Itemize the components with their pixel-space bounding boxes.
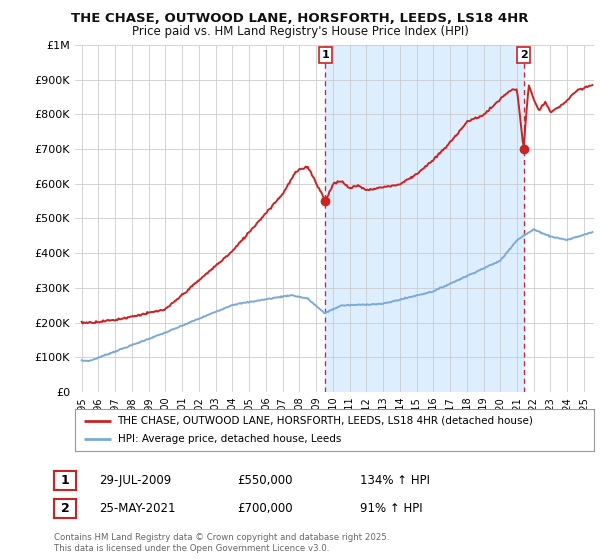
- Text: £700,000: £700,000: [237, 502, 293, 515]
- Text: HPI: Average price, detached house, Leeds: HPI: Average price, detached house, Leed…: [118, 434, 341, 444]
- Text: 29-JUL-2009: 29-JUL-2009: [99, 474, 171, 487]
- Text: Contains HM Land Registry data © Crown copyright and database right 2025.
This d: Contains HM Land Registry data © Crown c…: [54, 533, 389, 553]
- Text: £550,000: £550,000: [237, 474, 293, 487]
- Text: THE CHASE, OUTWOOD LANE, HORSFORTH, LEEDS, LS18 4HR: THE CHASE, OUTWOOD LANE, HORSFORTH, LEED…: [71, 12, 529, 25]
- Text: 25-MAY-2021: 25-MAY-2021: [99, 502, 176, 515]
- Text: 2: 2: [61, 502, 70, 515]
- Bar: [325, 45, 524, 392]
- Text: 1: 1: [322, 50, 329, 60]
- Text: 1: 1: [61, 474, 70, 487]
- Text: THE CHASE, OUTWOOD LANE, HORSFORTH, LEEDS, LS18 4HR (detached house): THE CHASE, OUTWOOD LANE, HORSFORTH, LEED…: [118, 416, 533, 426]
- Text: 134% ↑ HPI: 134% ↑ HPI: [360, 474, 430, 487]
- Text: 2: 2: [520, 50, 527, 60]
- Text: 91% ↑ HPI: 91% ↑ HPI: [360, 502, 422, 515]
- Text: Price paid vs. HM Land Registry's House Price Index (HPI): Price paid vs. HM Land Registry's House …: [131, 25, 469, 38]
